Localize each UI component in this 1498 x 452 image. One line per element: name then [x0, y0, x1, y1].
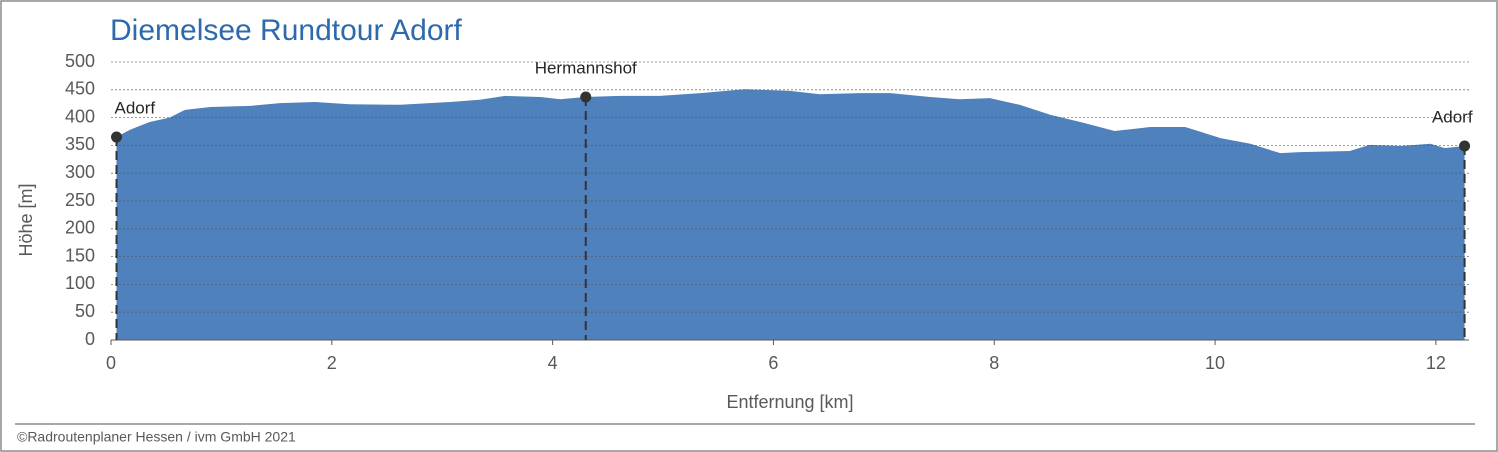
- y-tick-label: 0: [85, 329, 95, 349]
- waypoint-label: Hermannshof: [535, 59, 637, 78]
- y-tick-label: 100: [65, 273, 95, 293]
- elevation-area: [116, 89, 1465, 340]
- waypoint-marker: [1459, 140, 1471, 152]
- waypoint-marker: [111, 131, 123, 143]
- waypoint-label: Adorf: [115, 99, 156, 118]
- y-axis-label: Höhe [m]: [16, 183, 36, 256]
- y-tick-label: 150: [65, 245, 95, 265]
- y-tick-label: 200: [65, 218, 95, 238]
- x-tick-label: 8: [989, 353, 999, 373]
- footer: ©Radroutenplaner Hessen / ivm GmbH 2021: [17, 429, 296, 445]
- x-tick-label: 6: [768, 353, 778, 373]
- waypoint-marker: [580, 91, 592, 103]
- y-tick-label: 250: [65, 190, 95, 210]
- y-tick-label: 300: [65, 162, 95, 182]
- waypoint-label: Adorf: [1432, 107, 1473, 126]
- x-axis-label: Entfernung [km]: [726, 392, 853, 412]
- x-tick-label: 2: [327, 353, 337, 373]
- y-tick-label: 450: [65, 79, 95, 99]
- x-tick-label: 0: [106, 353, 116, 373]
- chart-title: Diemelsee Rundtour Adorf: [110, 14, 463, 47]
- y-tick-label: 500: [65, 51, 95, 71]
- x-tick-label: 10: [1205, 353, 1225, 373]
- y-tick-label: 400: [65, 106, 95, 126]
- x-tick-label: 4: [548, 353, 558, 373]
- y-tick-label: 50: [75, 301, 95, 321]
- y-tick-label: 350: [65, 134, 95, 154]
- x-tick-label: 12: [1426, 353, 1446, 373]
